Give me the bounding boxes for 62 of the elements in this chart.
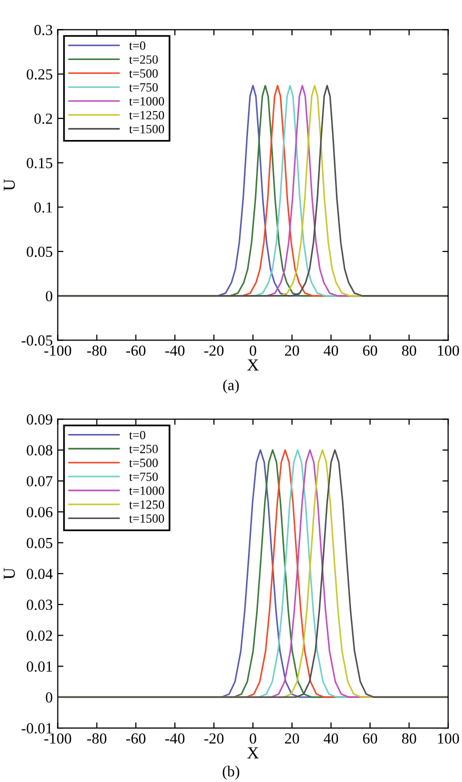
x-tick-label: 100 (438, 345, 460, 356)
legend-label: t=1000 (129, 97, 164, 106)
x-tick-label: 60 (363, 345, 378, 356)
legend-label: t=500 (129, 69, 158, 78)
legend-label: t=750 (129, 472, 158, 482)
y-tick-label: 0.05 (26, 538, 52, 548)
y-tick-label: 0.04 (26, 568, 53, 580)
y-tick-label: 0.2 (34, 114, 52, 124)
y-axis-title: U (4, 179, 15, 191)
x-tick-label: -80 (87, 345, 106, 356)
legend-label: t=1500 (129, 514, 164, 523)
legend-label: t=500 (129, 458, 158, 468)
legend-label: t=0 (129, 41, 146, 50)
text: (b) (222, 766, 240, 780)
legend-label: t=0 (129, 430, 146, 440)
y-tick-label: 0.05 (26, 246, 52, 257)
x-axis-title: X (247, 747, 259, 758)
y-axis-title: U (4, 568, 15, 580)
x-tick-label: -80 (87, 733, 106, 744)
y-tick-label: 0.09 (26, 414, 52, 425)
x-tick-label: -100 (44, 345, 72, 356)
x-tick-label: -40 (165, 733, 184, 744)
x-tick-label: -20 (204, 345, 224, 356)
legend-label: t=250 (129, 444, 158, 454)
y-tick-label: 0.15 (26, 158, 52, 168)
y-tick-label: 0.1 (34, 202, 52, 213)
x-tick-label: 60 (363, 733, 378, 744)
x-tick-label: 100 (438, 733, 460, 744)
y-tick-label: 0.07 (26, 476, 52, 486)
x-tick-label: 80 (402, 345, 416, 356)
x-axis-title: X (247, 360, 259, 370)
legend-label: t=1250 (129, 500, 164, 509)
x-tick-label: 0 (250, 733, 256, 744)
y-tick-label: 0.25 (26, 69, 52, 80)
x-tick-label: 20 (285, 733, 300, 744)
x-tick-label: 0 (250, 345, 256, 356)
y-tick-label: 0.01 (26, 661, 52, 672)
x-tick-label: -100 (44, 733, 72, 744)
x-tick-label: 80 (402, 733, 416, 744)
legend-label: t=1250 (129, 110, 164, 120)
y-tick-label: 0.06 (26, 506, 52, 518)
text: (a) (223, 379, 239, 394)
y-tick-label: 0.02 (26, 630, 52, 641)
y-tick-label: 0.3 (34, 24, 52, 36)
y-tick-label: -0.01 (22, 723, 52, 734)
legend-label: t=750 (129, 83, 158, 92)
line-series (58, 84, 448, 297)
y-tick-label: 0 (46, 290, 52, 302)
legend-label: t=1000 (129, 486, 164, 495)
y-tick-label: -0.05 (22, 335, 52, 346)
x-tick-label: -40 (165, 345, 184, 356)
y-tick-label: 0.03 (26, 600, 52, 610)
x-tick-label: -60 (126, 733, 146, 744)
x-tick-label: 40 (324, 733, 338, 744)
legend-label: t=1500 (129, 124, 164, 134)
y-tick-label: 0 (46, 692, 52, 703)
x-tick-label: -60 (126, 345, 146, 356)
x-tick-label: -20 (204, 733, 224, 744)
x-tick-label: 40 (324, 345, 338, 356)
x-tick-label: 20 (285, 345, 300, 356)
legend-label: t=250 (129, 55, 158, 64)
y-tick-label: 0.08 (26, 445, 52, 456)
